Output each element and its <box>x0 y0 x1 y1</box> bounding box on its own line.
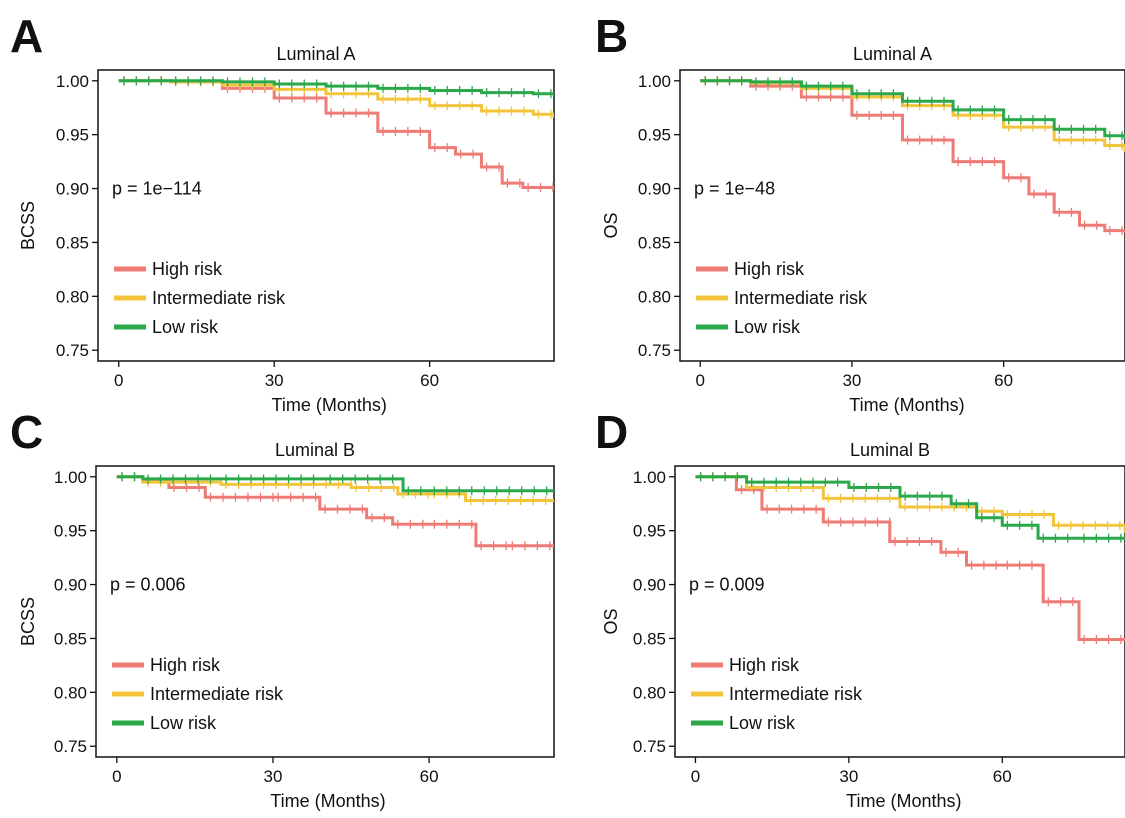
y-axis-label: OS <box>601 212 621 238</box>
curves <box>695 472 1125 645</box>
panel-title: Luminal A <box>853 44 932 64</box>
panel-title: Luminal B <box>850 440 930 460</box>
y-axis-label: BCSS <box>18 201 38 250</box>
y-tick-label: 0.80 <box>633 683 666 702</box>
x-axis-label: Time (Months) <box>270 791 385 811</box>
p-value-annotation: p = 1e−48 <box>694 179 775 199</box>
y-tick-label: 0.90 <box>54 576 87 595</box>
censor-marks-intermediate-risk <box>121 472 547 505</box>
y-tick-label: 1.00 <box>633 468 666 487</box>
survival-curve-high-risk <box>116 475 554 548</box>
y-axis-label: OS <box>601 608 621 634</box>
p-value-annotation: p = 0.009 <box>689 575 765 595</box>
survival-curve-high-risk <box>695 475 1125 642</box>
legend-label-intermediate-risk: Intermediate risk <box>150 684 284 704</box>
x-tick-label: 60 <box>420 767 439 786</box>
censor-marks-low-risk <box>121 472 548 496</box>
y-tick-label: 1.00 <box>638 72 671 91</box>
y-tick-label: 1.00 <box>56 72 89 91</box>
curves <box>118 76 554 192</box>
y-tick-label: 0.80 <box>638 287 671 306</box>
x-axis-label: Time (Months) <box>846 791 961 811</box>
curves <box>116 472 554 551</box>
legend-label-high-risk: High risk <box>729 655 800 675</box>
x-tick-label: 30 <box>842 371 861 390</box>
legend-label-intermediate-risk: Intermediate risk <box>729 684 863 704</box>
legend-label-intermediate-risk: Intermediate risk <box>152 288 286 308</box>
plot-frame <box>97 69 555 362</box>
x-tick-label: 0 <box>691 767 700 786</box>
y-tick-label: 1.00 <box>54 468 87 487</box>
y-tick-label: 0.85 <box>56 233 89 252</box>
y-tick-label: 0.80 <box>54 683 87 702</box>
x-tick-label: 30 <box>263 767 282 786</box>
y-tick-label: 0.95 <box>638 126 671 145</box>
legend-label-low-risk: Low risk <box>150 713 217 733</box>
x-axis-label: Time (Months) <box>849 395 964 415</box>
y-tick-label: 0.90 <box>56 180 89 199</box>
plot-frame <box>95 465 555 758</box>
y-axis-label: BCSS <box>18 597 38 646</box>
panel-letter: D <box>595 406 628 458</box>
plot-frame <box>679 69 1125 362</box>
censor-marks-low-risk <box>699 472 1122 543</box>
panel-a: A Luminal A 1.00 0.95 0.90 0.85 0.80 0.75 0 30 60 T… <box>10 10 555 415</box>
panel-title: Luminal A <box>276 44 355 64</box>
legend: High risk Intermediate risk Low risk <box>114 259 286 337</box>
y-tick-label: 0.85 <box>633 629 666 648</box>
y-tick-label: 0.90 <box>633 576 666 595</box>
legend-label-low-risk: Low risk <box>152 317 219 337</box>
x-tick-label: 30 <box>265 371 284 390</box>
survival-curve-high-risk <box>700 79 1125 233</box>
y-tick-label: 0.85 <box>54 629 87 648</box>
legend: High risk Intermediate risk Low risk <box>696 259 868 337</box>
legend-label-high-risk: High risk <box>734 259 805 279</box>
legend-label-low-risk: Low risk <box>729 713 796 733</box>
panel-c: C Luminal B 1.00 0.95 0.90 0.85 0.80 0.75 0 30 60 T… <box>10 406 555 811</box>
panel-b: B Luminal A 1.00 0.95 0.90 0.85 0.80 0.75 0 30 60 T… <box>595 10 1125 415</box>
y-tick-label: 0.95 <box>56 126 89 145</box>
plot-frame <box>674 465 1125 758</box>
censor-marks-high-risk <box>699 472 1122 645</box>
p-value-annotation: p = 0.006 <box>110 575 186 595</box>
x-tick-label: 0 <box>112 767 121 786</box>
panel-letter: B <box>595 10 628 62</box>
survival-curve-intermediate-risk <box>695 475 1125 533</box>
censor-marks-low-risk <box>704 76 1123 141</box>
x-tick-label: 30 <box>839 767 858 786</box>
survival-curve-high-risk <box>118 79 554 189</box>
y-tick-label: 0.95 <box>633 522 666 541</box>
y-tick-label: 0.75 <box>54 737 87 756</box>
curves <box>700 76 1125 236</box>
y-tick-label: 0.80 <box>56 287 89 306</box>
panel-d: D Luminal B 1.00 0.95 0.90 0.85 0.80 0.75 0 30 60 T… <box>595 406 1125 811</box>
legend-label-high-risk: High risk <box>150 655 221 675</box>
x-tick-label: 60 <box>420 371 439 390</box>
x-tick-label: 0 <box>114 371 123 390</box>
y-tick-label: 0.95 <box>54 522 87 541</box>
y-tick-label: 0.75 <box>638 341 671 360</box>
y-tick-label: 0.75 <box>56 341 89 360</box>
x-tick-label: 60 <box>993 767 1012 786</box>
legend: High risk Intermediate risk Low risk <box>691 655 863 733</box>
panel-title: Luminal B <box>275 440 355 460</box>
y-tick-label: 0.75 <box>633 737 666 756</box>
legend: High risk Intermediate risk Low risk <box>112 655 284 733</box>
x-tick-label: 60 <box>994 371 1013 390</box>
panel-letter: C <box>10 406 43 458</box>
legend-label-low-risk: Low risk <box>734 317 801 337</box>
p-value-annotation: p = 1e−114 <box>112 179 202 199</box>
y-tick-label: 0.85 <box>638 233 671 252</box>
panel-letter: A <box>10 10 43 62</box>
x-axis-label: Time (Months) <box>272 395 387 415</box>
legend-label-intermediate-risk: Intermediate risk <box>734 288 868 308</box>
censor-marks-low-risk <box>123 76 552 99</box>
survival-curve-low-risk <box>695 475 1125 540</box>
x-tick-label: 0 <box>695 371 704 390</box>
legend-label-high-risk: High risk <box>152 259 223 279</box>
y-tick-label: 0.90 <box>638 180 671 199</box>
survival-curve-low-risk <box>700 79 1125 139</box>
